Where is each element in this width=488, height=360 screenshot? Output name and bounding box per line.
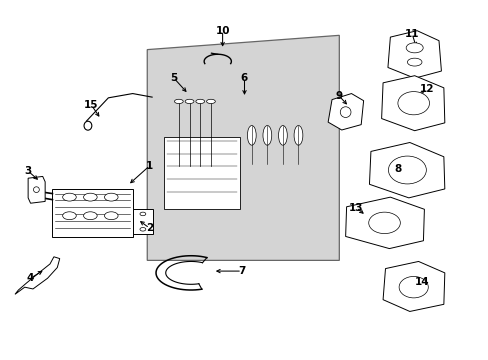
Ellipse shape bbox=[140, 212, 145, 216]
Text: 4: 4 bbox=[27, 273, 34, 283]
Ellipse shape bbox=[387, 156, 426, 184]
Ellipse shape bbox=[406, 43, 422, 53]
Ellipse shape bbox=[140, 228, 145, 231]
Ellipse shape bbox=[83, 193, 97, 201]
Ellipse shape bbox=[397, 91, 428, 115]
Ellipse shape bbox=[398, 276, 427, 298]
Ellipse shape bbox=[84, 121, 92, 130]
Ellipse shape bbox=[263, 126, 271, 145]
Text: 14: 14 bbox=[414, 277, 428, 287]
Text: 3: 3 bbox=[24, 166, 32, 176]
Polygon shape bbox=[381, 76, 444, 131]
Ellipse shape bbox=[293, 126, 302, 145]
Polygon shape bbox=[387, 31, 441, 78]
Ellipse shape bbox=[185, 99, 194, 104]
Ellipse shape bbox=[196, 99, 204, 104]
Ellipse shape bbox=[62, 212, 76, 220]
Bar bbox=[164, 137, 239, 208]
Text: 10: 10 bbox=[215, 26, 229, 36]
Text: 12: 12 bbox=[419, 84, 433, 94]
Polygon shape bbox=[15, 257, 60, 294]
Text: 2: 2 bbox=[146, 223, 153, 233]
Ellipse shape bbox=[206, 99, 215, 104]
Text: 1: 1 bbox=[146, 161, 153, 171]
Ellipse shape bbox=[33, 187, 39, 193]
Text: 15: 15 bbox=[84, 100, 99, 110]
Polygon shape bbox=[28, 176, 45, 203]
Polygon shape bbox=[369, 143, 444, 198]
Text: 9: 9 bbox=[335, 91, 342, 101]
Text: 5: 5 bbox=[170, 73, 177, 83]
Polygon shape bbox=[147, 35, 339, 260]
Text: 11: 11 bbox=[404, 29, 419, 39]
Ellipse shape bbox=[83, 212, 97, 220]
Bar bbox=[52, 189, 132, 237]
Bar bbox=[132, 208, 153, 234]
Text: 7: 7 bbox=[238, 266, 245, 276]
Ellipse shape bbox=[278, 126, 287, 145]
Ellipse shape bbox=[340, 107, 350, 117]
Ellipse shape bbox=[368, 212, 400, 234]
Polygon shape bbox=[327, 94, 363, 130]
Ellipse shape bbox=[62, 193, 76, 201]
Text: 6: 6 bbox=[241, 73, 247, 83]
Ellipse shape bbox=[247, 126, 256, 145]
Ellipse shape bbox=[407, 58, 421, 66]
Text: 8: 8 bbox=[393, 164, 401, 174]
Ellipse shape bbox=[104, 212, 118, 220]
Ellipse shape bbox=[174, 99, 183, 104]
Ellipse shape bbox=[104, 193, 118, 201]
Polygon shape bbox=[382, 261, 444, 311]
Text: 13: 13 bbox=[348, 203, 363, 212]
Polygon shape bbox=[345, 197, 424, 249]
